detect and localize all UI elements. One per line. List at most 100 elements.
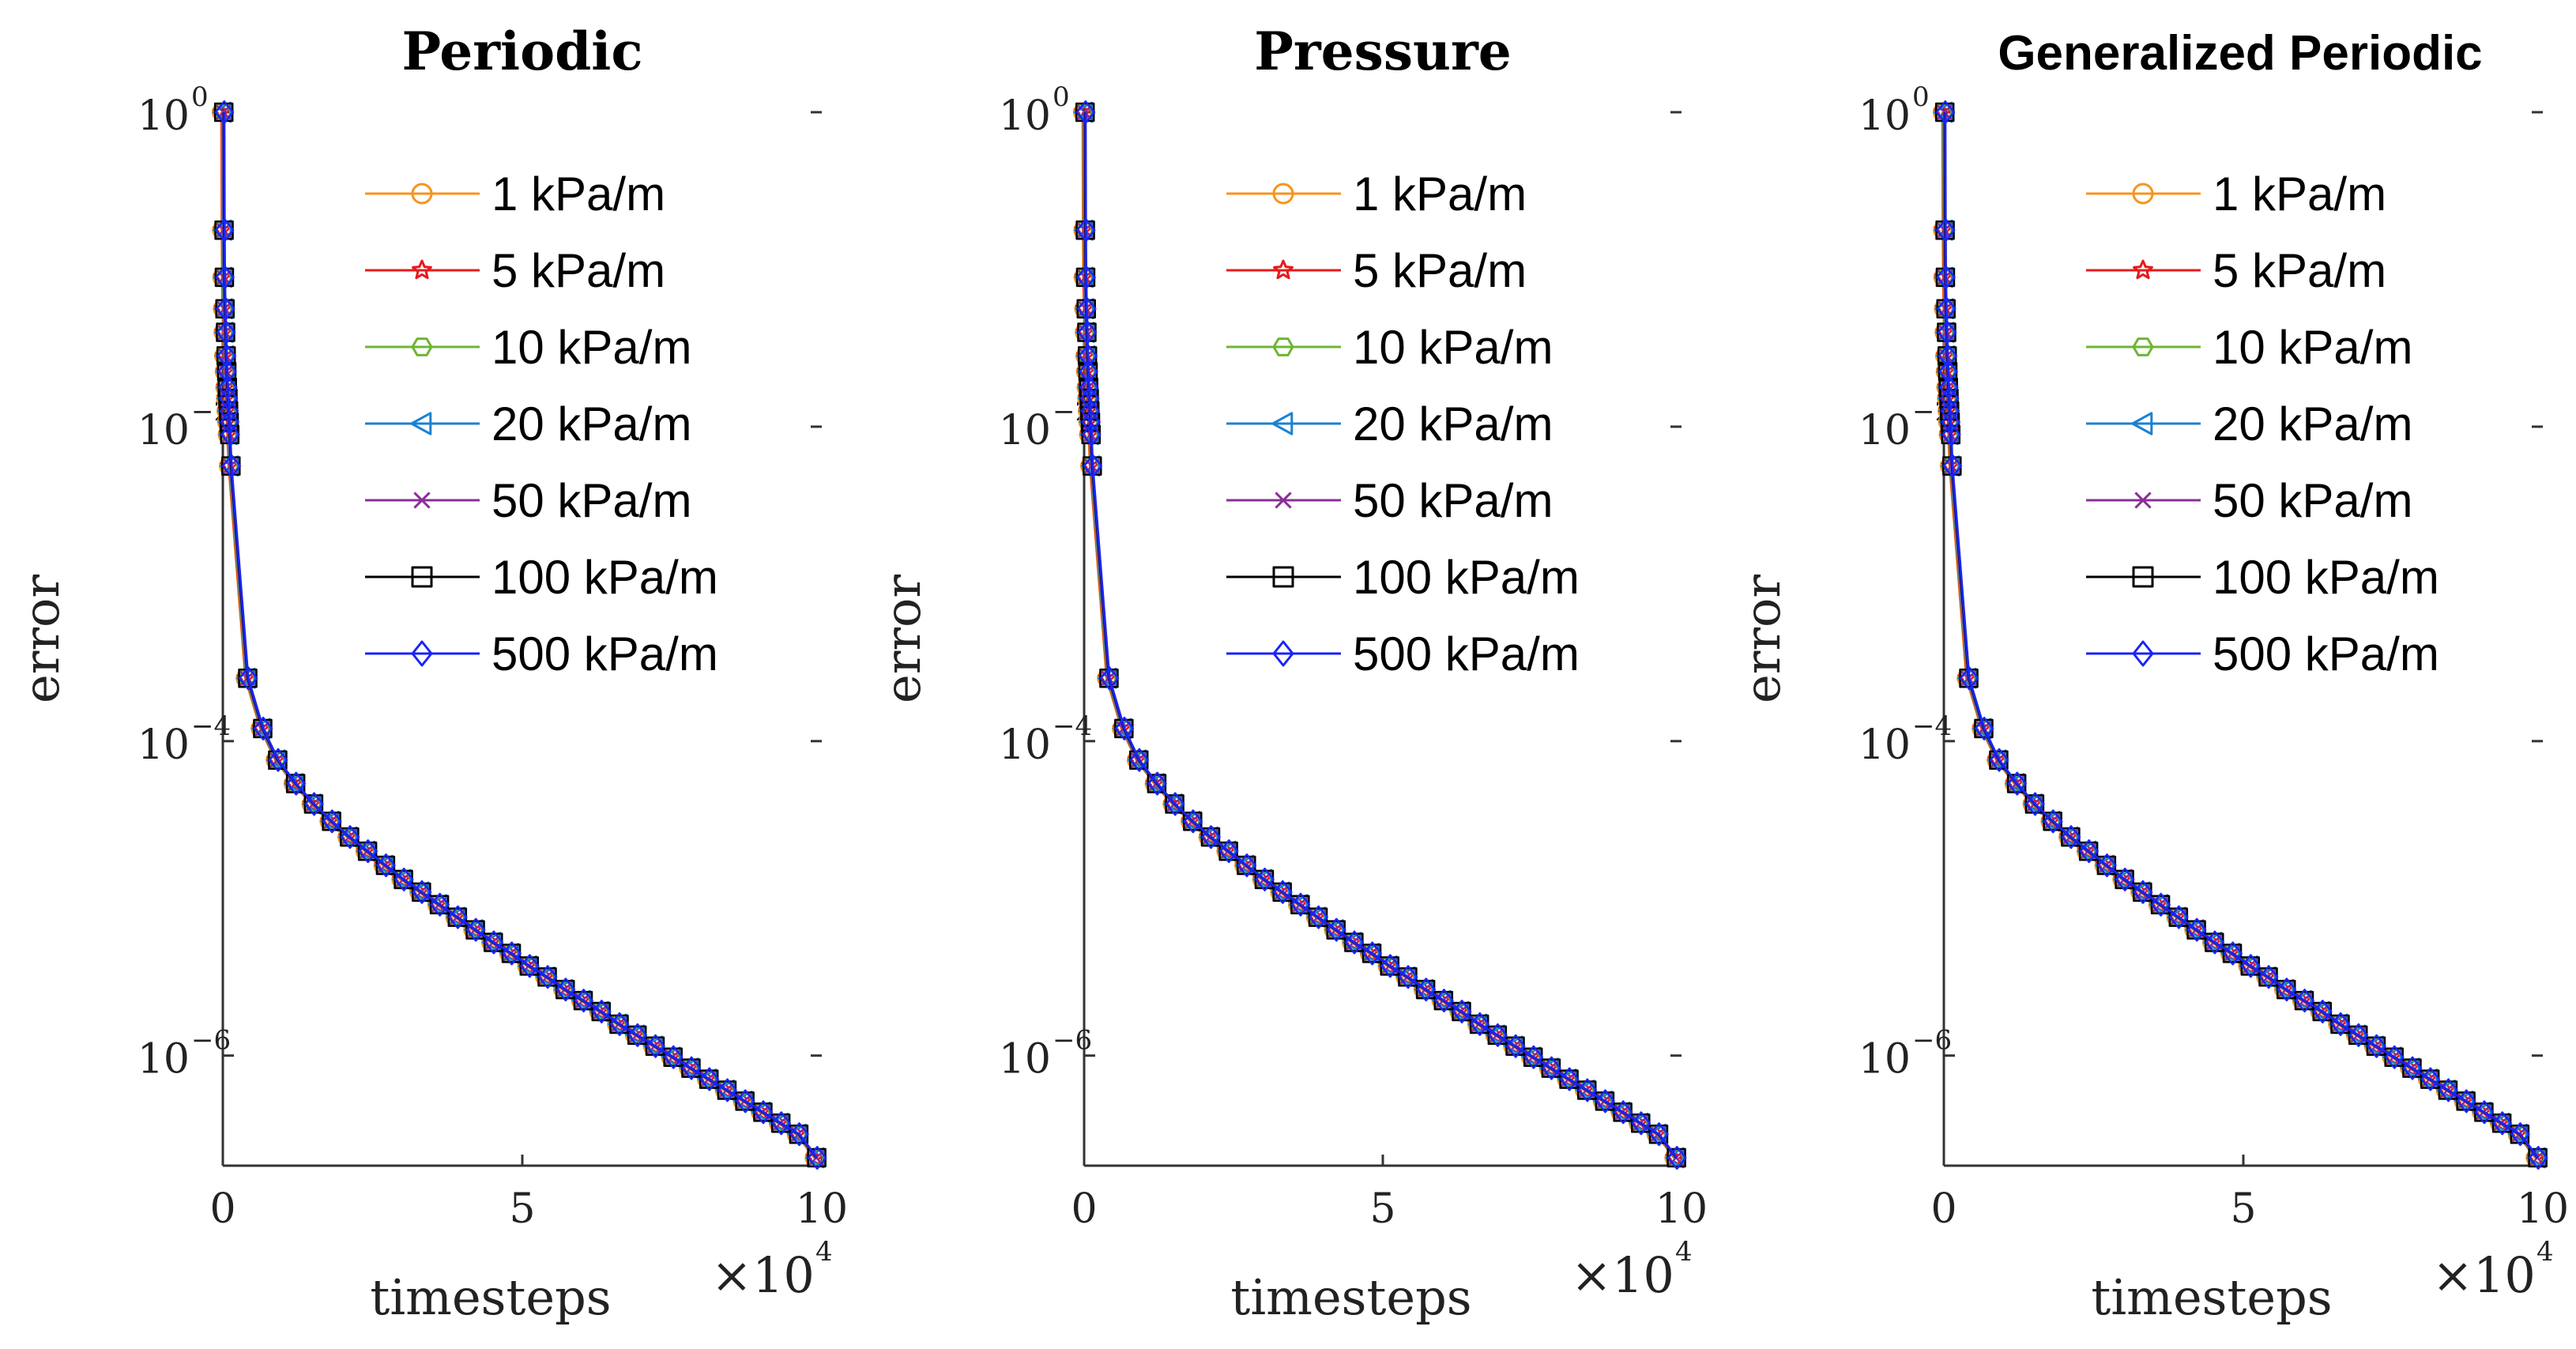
data-point	[1217, 840, 1237, 862]
data-point	[1288, 894, 1309, 916]
legend-entry: 5 kPa/m	[2086, 244, 2386, 297]
data-point	[1557, 1068, 1577, 1090]
legend-label: 5 kPa/m	[2213, 244, 2386, 297]
data-point	[1575, 1080, 1595, 1101]
data-point	[2169, 905, 2189, 929]
legend-entry: 500 kPa/m	[365, 627, 718, 680]
y-tick-exponent: −6	[191, 1025, 231, 1057]
x-axis-label: timesteps	[1230, 1268, 1471, 1326]
data-point	[1181, 810, 1201, 832]
data-point	[356, 840, 376, 862]
legend-label: 20 kPa/m	[1353, 398, 1553, 450]
legend-label: 1 kPa/m	[1353, 168, 1527, 220]
data-point	[304, 792, 324, 816]
y-tick-label: 10	[137, 92, 190, 140]
data-point	[2474, 1100, 2495, 1125]
data-point	[661, 1046, 681, 1068]
data-point	[751, 1102, 771, 1123]
data-point	[2097, 853, 2117, 877]
data-point	[715, 1080, 735, 1101]
data-point	[2436, 1080, 2456, 1101]
data-point	[789, 1122, 809, 1147]
y-tick-exponent: 0	[191, 81, 209, 113]
data-point	[1075, 100, 1096, 124]
data-point	[2043, 809, 2063, 834]
data-point	[2077, 840, 2097, 862]
chart-title: Pressure	[1254, 21, 1511, 82]
y-tick-label: 10	[1859, 1036, 1911, 1083]
y-tick-exponent: 0	[1912, 81, 1930, 113]
data-point	[374, 854, 394, 876]
legend-label: 50 kPa/m	[491, 474, 691, 527]
y-axis-label: error	[13, 575, 70, 703]
data-point	[589, 1000, 609, 1023]
data-point	[216, 296, 235, 321]
data-point	[1079, 360, 1098, 384]
data-point	[2490, 1112, 2510, 1134]
y-axis-label: error	[874, 575, 932, 703]
legend-entry: 5 kPa/m	[1226, 244, 1527, 297]
data-point	[607, 1013, 627, 1035]
data-point	[2239, 955, 2258, 977]
data-point	[1079, 375, 1099, 400]
data-point	[2292, 989, 2312, 1012]
data-point	[1937, 320, 1957, 345]
chart-title: Periodic	[401, 21, 642, 82]
data-point	[1936, 265, 1956, 289]
data-point	[1935, 345, 1956, 367]
series-500-kpa-m	[1075, 100, 1687, 1170]
x-tick-label: 5	[2230, 1185, 2256, 1233]
y-tick-label: 10	[999, 92, 1051, 140]
data-point	[553, 978, 574, 1000]
data-point	[2007, 771, 2028, 796]
legend-entry: 10 kPa/m	[365, 321, 691, 374]
data-point	[1099, 666, 1120, 691]
legend-marker	[1272, 640, 1294, 667]
data-point	[1523, 1045, 1544, 1069]
y-tick-label: 10	[999, 722, 1051, 769]
data-point	[212, 101, 232, 123]
legend-marker	[2133, 259, 2153, 280]
data-point	[2492, 1111, 2512, 1136]
data-point	[1503, 1035, 1523, 1057]
series-line	[223, 111, 819, 1159]
data-point	[1974, 716, 1994, 740]
data-point	[394, 867, 414, 891]
data-point	[1939, 386, 1960, 411]
y-tick-label: 10	[1859, 722, 1911, 769]
data-point	[625, 1024, 646, 1046]
legend-entry: 5 kPa/m	[365, 244, 665, 297]
data-point	[1252, 869, 1272, 891]
data-point	[220, 422, 240, 447]
data-point	[1989, 748, 2009, 772]
data-point	[217, 360, 237, 384]
legend-entry: 500 kPa/m	[1226, 627, 1580, 680]
data-point	[214, 345, 235, 367]
data-point	[2115, 867, 2135, 891]
legend-marker	[2132, 566, 2154, 588]
data-point	[320, 810, 340, 832]
data-point	[2457, 1089, 2476, 1113]
data-point	[2202, 932, 2223, 953]
data-point	[2420, 1067, 2441, 1091]
data-point	[1395, 966, 1416, 988]
data-point	[1934, 322, 1955, 343]
y-tick-label: 10	[999, 1036, 1051, 1083]
legend-marker	[2131, 412, 2153, 435]
data-point	[213, 322, 234, 343]
data-point	[1505, 1034, 1526, 1058]
data-point	[2151, 892, 2171, 917]
x-axis-multiplier-exponent: 4	[1675, 1236, 1693, 1268]
data-point	[1271, 881, 1290, 903]
data-point	[2025, 792, 2045, 816]
data-point	[2313, 1000, 2333, 1024]
data-point	[1290, 892, 1311, 917]
legend-marker	[1272, 566, 1294, 588]
data-point	[1183, 809, 1203, 834]
y-tick-label: 10	[1859, 407, 1911, 454]
data-point	[1629, 1112, 1649, 1134]
data-point	[2508, 1123, 2528, 1145]
data-point	[1075, 322, 1095, 343]
data-point	[1934, 266, 1953, 288]
data-point	[1218, 839, 1239, 864]
